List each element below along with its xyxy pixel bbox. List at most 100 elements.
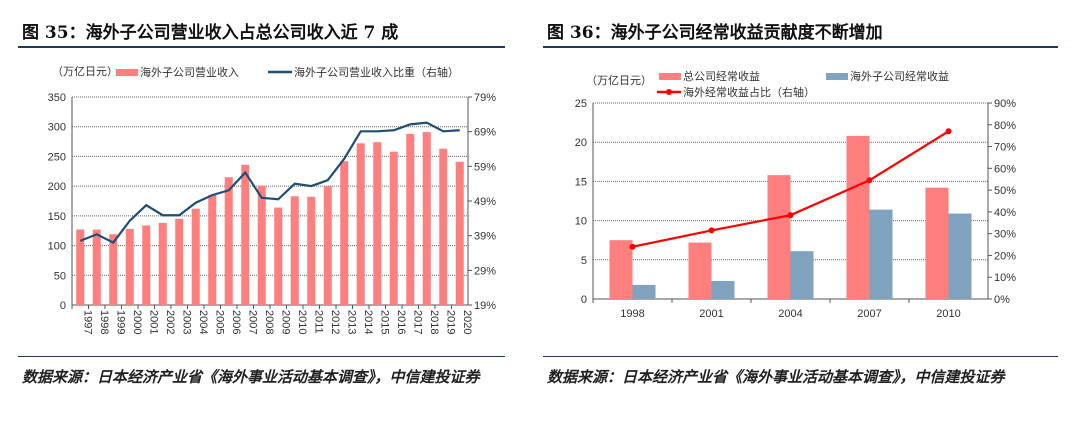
bar-left-2001 [142, 225, 151, 305]
legend-label: 海外经常收益占比（右轴） [683, 85, 815, 99]
bar-left-2007 [241, 164, 250, 305]
title-divider [18, 46, 505, 48]
bar-left-2004 [767, 175, 791, 299]
x-tick-label: 2018 [428, 310, 440, 334]
x-tick-label: 2016 [395, 310, 407, 334]
bar-left-2000 [125, 228, 134, 305]
y2-tick-label: 49% [474, 196, 496, 208]
y-tick-label: 10 [575, 216, 587, 228]
bar-left-2007 [846, 135, 870, 299]
legend-label: 总公司经常收益 [683, 69, 760, 83]
legend-swatch [826, 73, 848, 80]
bar-left-1998 [609, 240, 633, 299]
x-tick-label: 1999 [114, 310, 126, 334]
bar-left-2011 [307, 196, 316, 305]
x-tick-label: 2008 [263, 310, 275, 334]
x-tick-label: 2007 [246, 310, 258, 334]
bar-left-2007 [869, 209, 893, 299]
bar-left-2002 [158, 222, 167, 305]
chart-overseas-revenue: 0 50 100 150 200 250 300 350 19% 29% 39% 49% 59% 69% 7… [48, 65, 497, 334]
bar-left-2017 [406, 133, 415, 305]
bar-left-2013 [340, 161, 349, 305]
bar-left-2014 [356, 143, 365, 305]
bar-left-1998 [92, 229, 101, 305]
y-tick-label: 100 [48, 241, 66, 253]
bar-left-2010 [290, 196, 299, 305]
x-tick-label: 2017 [411, 310, 423, 334]
x-tick-label: 1998 [98, 310, 110, 334]
y2-tick-label: 20% [994, 250, 1016, 262]
bar-left-2010 [948, 213, 972, 299]
y-tick-label: 5 [581, 255, 587, 267]
x-tick-label: 2012 [329, 310, 341, 334]
bar-left-2001 [711, 280, 735, 299]
ratio-point [945, 128, 952, 135]
ratio-point [629, 243, 636, 250]
x-tick-label: 2003 [180, 310, 192, 334]
bar-left-2010 [925, 187, 949, 299]
x-tick-label: 2001 [699, 308, 723, 320]
x-tick-label: 2013 [345, 310, 357, 334]
legend-swatch [116, 69, 138, 76]
x-tick-label: 2019 [444, 310, 456, 334]
x-tick-label: 1998 [620, 308, 644, 320]
footer-divider [543, 356, 1058, 357]
y2-tick-label: 0% [994, 294, 1010, 306]
y-unit-label: （万亿日元） [586, 74, 652, 87]
bar-left-2012 [323, 186, 332, 305]
figure-36-source: 数据来源：日本经济产业省《海外事业活动基本调查》，中信建投证券 [547, 368, 1005, 386]
x-tick-label: 2010 [936, 308, 960, 320]
bar-left-2006 [224, 177, 233, 305]
figure-35-source: 数据来源：日本经济产业省《海外事业活动基本调查》，中信建投证券 [22, 368, 480, 386]
y-tick-label: 250 [48, 151, 66, 163]
ratio-point [866, 177, 873, 184]
y2-tick-label: 40% [994, 207, 1016, 219]
x-tick-label: 2010 [296, 310, 308, 334]
chart-ordinary-profit: 0 5 10 15 20 25 0% 10% 20% 30% 40% 50% 60% 70% 80% 90% 1… [575, 69, 1016, 320]
x-tick-label: 2005 [213, 310, 225, 334]
y-tick-label: 20 [575, 137, 587, 149]
y2-tick-label: 80% [994, 120, 1016, 132]
y2-tick-label: 19% [474, 300, 496, 312]
bar-left-2019 [439, 148, 448, 305]
bar-left-1997 [76, 229, 85, 305]
x-tick-label: 1997 [81, 310, 93, 334]
bar-left-2008 [257, 185, 266, 305]
bar-left-2004 [191, 208, 200, 305]
y-tick-label: 0 [581, 294, 587, 306]
x-tick-label: 2011 [312, 310, 324, 334]
y2-tick-label: 10% [994, 272, 1016, 284]
y2-tick-label: 70% [994, 142, 1016, 154]
x-tick-label: 2015 [378, 310, 390, 334]
bar-left-2016 [389, 151, 398, 305]
y-tick-label: 25 [575, 98, 587, 110]
y-tick-label: 150 [48, 211, 66, 223]
legend-label: 海外子公司营业收入 [140, 65, 239, 79]
y-unit-label: （万亿日元） [52, 65, 118, 78]
bar-left-2015 [373, 142, 382, 305]
bar-left-2018 [422, 132, 431, 305]
x-tick-label: 2002 [164, 310, 176, 334]
x-tick-label: 2001 [147, 310, 159, 334]
bar-left-2001 [688, 242, 712, 299]
y2-tick-label: 90% [994, 98, 1016, 110]
y2-tick-label: 29% [474, 265, 496, 277]
y2-tick-label: 69% [474, 127, 496, 139]
x-tick-label: 2009 [279, 310, 291, 334]
x-tick-label: 2014 [362, 310, 374, 334]
x-tick-label: 2020 [461, 310, 473, 334]
y2-tick-label: 30% [994, 229, 1016, 241]
y2-tick-label: 50% [994, 185, 1016, 197]
y-tick-label: 15 [575, 176, 587, 188]
y-tick-label: 200 [48, 181, 66, 193]
legend-label: 海外子公司经常收益 [850, 69, 949, 83]
y-tick-label: 350 [48, 92, 66, 104]
bar-left-2005 [208, 195, 217, 305]
bar-left-2009 [274, 207, 283, 305]
bar-left-2003 [175, 218, 184, 305]
bar-left-2020 [455, 161, 464, 305]
bar-left-1998 [632, 284, 656, 299]
figure-36-title: 图 36：海外子公司经常收益贡献度不断增加 [547, 23, 883, 43]
y-tick-label: 50 [54, 270, 66, 282]
